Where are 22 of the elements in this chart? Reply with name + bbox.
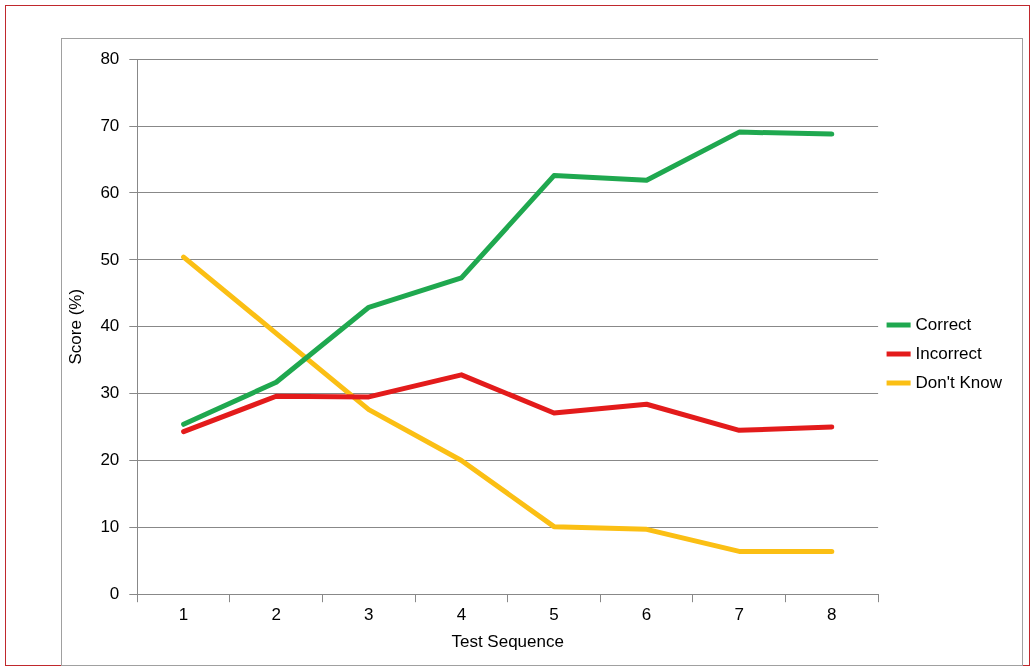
legend-label: Don't Know	[915, 372, 1003, 392]
y-tick-label: 60	[100, 182, 120, 202]
x-tick-label: 3	[364, 605, 374, 625]
x-tick-label: 5	[549, 605, 559, 625]
y-tick-label: 80	[100, 48, 120, 68]
y-tick-label: 20	[100, 450, 120, 470]
x-tick-label: 8	[827, 605, 837, 625]
legend-label: Correct	[915, 314, 972, 334]
y-tick-label: 70	[100, 115, 120, 135]
x-tick-label: 2	[271, 605, 281, 625]
x-axis-title: Test Sequence	[451, 632, 564, 652]
y-tick-label: 10	[100, 517, 120, 537]
y-tick-label: 30	[100, 383, 120, 403]
y-tick-label: 40	[100, 316, 120, 336]
x-tick-label: 7	[734, 605, 744, 625]
legend-label: Incorrect	[915, 343, 983, 363]
x-tick-label: 1	[178, 605, 189, 625]
y-tick-label: 0	[109, 583, 120, 603]
y-tick-label: 50	[100, 249, 120, 269]
x-tick-label: 4	[456, 605, 467, 625]
y-axis-title: Score (%)	[65, 288, 85, 365]
x-tick-label: 6	[641, 605, 652, 625]
